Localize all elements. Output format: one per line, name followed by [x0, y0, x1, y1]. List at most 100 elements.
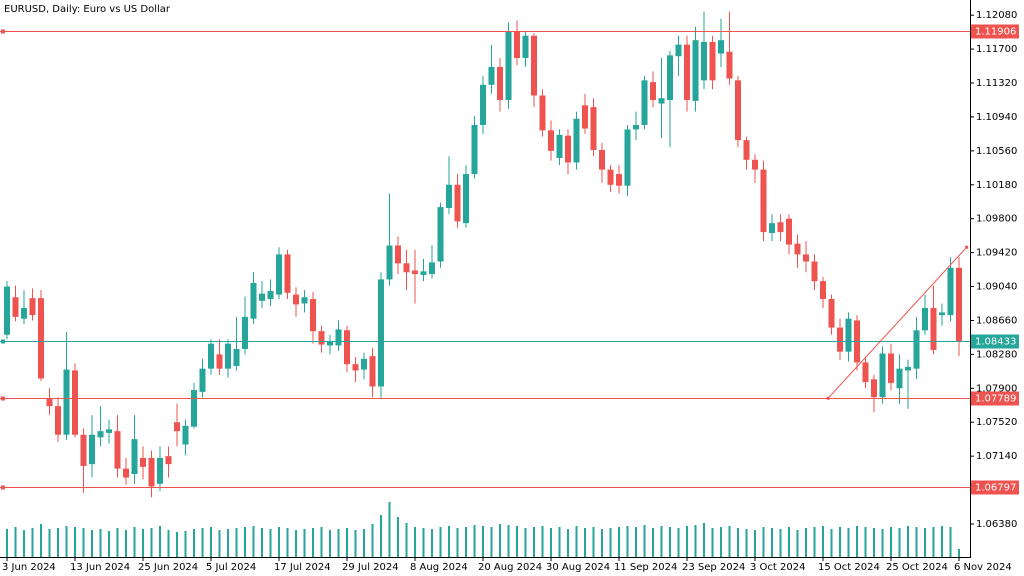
candle-body	[352, 364, 359, 371]
candle-body	[667, 55, 673, 100]
volume-bar	[57, 528, 59, 557]
candle-body	[556, 134, 563, 158]
volume-bar	[167, 530, 170, 557]
x-tick-label: 15 Oct 2024	[818, 562, 880, 573]
x-tick-label: 3 Oct 2024	[750, 562, 805, 573]
candle-body	[242, 316, 248, 350]
candle-body	[233, 349, 240, 366]
volume-bar	[635, 527, 637, 557]
volume-bar	[354, 530, 357, 557]
candle-body	[794, 243, 801, 255]
candle-body	[488, 66, 495, 85]
volume-bar	[830, 529, 833, 557]
volume-bar	[669, 527, 671, 557]
candle-body	[80, 434, 87, 466]
chart-title: EURUSD, Daily: Euro vs US Dollar	[4, 4, 171, 15]
candle-body	[310, 299, 316, 332]
volume-bar	[694, 525, 697, 557]
candle-body	[318, 331, 325, 345]
volume-bar	[652, 528, 654, 557]
candle-body	[497, 66, 503, 100]
volume-bar	[74, 527, 76, 557]
candle-body	[480, 84, 486, 125]
volume-bar	[286, 528, 289, 557]
volume-bar	[201, 528, 204, 557]
y-tick-label: 1.08660	[976, 315, 1017, 326]
candle-body	[565, 135, 571, 163]
volume-bar	[949, 527, 952, 557]
candle-body	[769, 223, 775, 233]
volume-bar	[397, 517, 399, 557]
candle-body	[786, 218, 792, 245]
volume-bar	[813, 527, 816, 557]
candle-body	[811, 261, 818, 282]
y-tick-label: 1.09420	[976, 248, 1017, 259]
candle-body	[378, 279, 384, 387]
volume-bar	[864, 527, 867, 557]
volume-bar	[65, 526, 68, 557]
candle-body	[573, 118, 580, 163]
volume-bar	[703, 523, 705, 557]
candle-body	[803, 254, 809, 262]
volume-bar	[805, 528, 807, 557]
x-tick-label: 30 Aug 2024	[546, 562, 610, 573]
volume-bar	[890, 527, 892, 557]
volume-bar	[728, 526, 731, 557]
volume-bar	[380, 515, 382, 557]
x-tick-label: 3 Jun 2024	[2, 562, 56, 573]
level-label-box	[971, 391, 1019, 406]
candle-body	[301, 297, 308, 304]
volume-bar	[150, 528, 153, 557]
volume-bar	[686, 526, 688, 557]
candle-body	[845, 318, 852, 352]
candle-body	[650, 82, 656, 100]
volume-bar	[337, 529, 340, 557]
volume-bar	[244, 527, 246, 557]
volume-bar	[881, 529, 884, 557]
candle-body	[658, 98, 665, 104]
x-tick-label: 20 Aug 2024	[478, 562, 542, 573]
candle-body	[216, 354, 223, 369]
candle-body	[276, 254, 282, 295]
candle-body	[225, 343, 231, 369]
y-tick-label: 1.12080	[976, 10, 1017, 21]
level-label: 1.11906	[975, 27, 1016, 38]
volume-bar	[363, 529, 365, 557]
candle-body	[369, 356, 376, 387]
y-tick-label: 1.07900	[976, 383, 1017, 394]
candle-body	[607, 169, 614, 185]
volume-bar	[626, 526, 629, 557]
candle-body	[896, 368, 903, 389]
volume-bar	[303, 529, 306, 557]
volume-bar	[958, 549, 960, 557]
y-tick-label: 1.10180	[976, 180, 1017, 191]
candle-body	[412, 270, 418, 275]
candle-body	[743, 140, 750, 160]
y-tick-label: 1.11320	[976, 78, 1017, 89]
trendline	[827, 246, 968, 399]
volume-bar	[312, 528, 314, 557]
volume-bar	[218, 530, 221, 557]
candle-body	[624, 129, 631, 186]
volume-bar	[898, 528, 901, 557]
level-anchor	[1, 396, 5, 401]
volume-bar	[82, 528, 85, 557]
candle-body	[701, 41, 707, 81]
candle-body	[641, 80, 648, 125]
candle-body	[148, 457, 155, 487]
level-anchor	[1, 485, 5, 490]
volume-bar	[788, 527, 790, 557]
y-tick-label: 1.10560	[976, 146, 1017, 157]
x-tick-label: 17 Jul 2024	[274, 562, 331, 573]
volume-bar	[329, 530, 331, 557]
volume-bar	[745, 529, 748, 557]
volume-bar	[490, 527, 493, 557]
candle-body	[471, 124, 478, 175]
volume-bar	[907, 526, 909, 557]
volume-bar	[388, 502, 391, 557]
candle-body	[939, 312, 945, 316]
volume-bar	[796, 530, 799, 557]
candle-body	[429, 262, 435, 275]
candle-body	[386, 245, 393, 280]
